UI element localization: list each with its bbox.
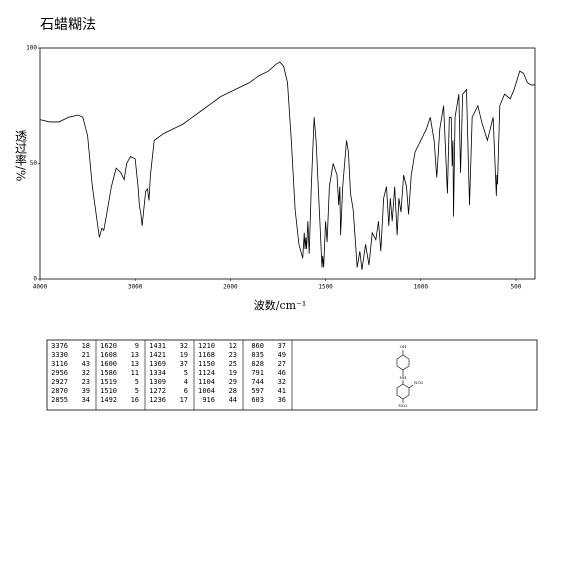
table-wavenumber: 1510 [100,387,117,395]
structure-label: NO2 [414,380,424,385]
x-tick-label: 500 [511,284,522,291]
table-transmittance: 21 [82,351,90,359]
table-transmittance: 34 [82,396,90,404]
table-wavenumber: 3116 [51,360,68,368]
table-wavenumber: 1586 [100,369,117,377]
table-wavenumber: 860 [251,342,264,350]
table-transmittance: 46 [278,369,286,377]
table-wavenumber: 1309 [149,378,166,386]
structure-label: NH [400,375,408,380]
table-wavenumber: 1421 [149,351,166,359]
table-transmittance: 5 [135,378,139,386]
table-transmittance: 5 [135,387,139,395]
table-wavenumber: 1369 [149,360,166,368]
table-transmittance: 13 [131,351,139,359]
table-wavenumber: 916 [202,396,215,404]
table-transmittance: 19 [229,369,237,377]
table-wavenumber: 3330 [51,351,68,359]
x-tick-label: 1500 [318,284,333,291]
table-transmittance: 44 [229,396,237,404]
table-wavenumber: 828 [251,360,264,368]
table-wavenumber: 3376 [51,342,68,350]
table-wavenumber: 1431 [149,342,166,350]
y-tick-label: 0 [33,276,37,283]
table-transmittance: 18 [82,342,90,350]
table-transmittance: 27 [278,360,286,368]
table-wavenumber: 2927 [51,378,68,386]
table-transmittance: 13 [131,360,139,368]
x-tick-label: 3000 [128,284,143,291]
table-transmittance: 6 [184,387,188,395]
table-transmittance: 37 [278,342,286,350]
structure-label: NO2 [398,403,408,408]
table-transmittance: 49 [278,351,286,359]
table-transmittance: 23 [82,378,90,386]
table-wavenumber: 1519 [100,378,117,386]
table-transmittance: 12 [229,342,237,350]
table-wavenumber: 1334 [149,369,166,377]
y-tick-label: 50 [30,160,38,167]
y-axis-label: 透过率/% [14,130,28,182]
x-tick-label: 1000 [414,284,429,291]
table-transmittance: 19 [180,351,188,359]
table-transmittance: 32 [82,369,90,377]
table-transmittance: 37 [180,360,188,368]
structure-drawing [396,350,414,403]
table-wavenumber: 597 [251,387,264,395]
table-wavenumber: 835 [251,351,264,359]
structure-label: OH [400,344,407,349]
table-wavenumber: 744 [251,378,264,386]
table-wavenumber: 791 [251,369,264,377]
table-transmittance: 32 [180,342,188,350]
table-transmittance: 5 [184,369,188,377]
y-tick-label: 100 [26,45,37,52]
table-wavenumber: 1168 [198,351,215,359]
table-transmittance: 23 [229,351,237,359]
chart-title: 石蜡糊法 [40,17,96,33]
table-wavenumber: 1064 [198,387,215,395]
table-dividers [95,340,293,410]
table-wavenumber: 1124 [198,369,215,377]
table-wavenumber: 1272 [149,387,166,395]
table-wavenumber: 2870 [51,387,68,395]
x-tick-label: 4000 [33,284,48,291]
table-wavenumber: 1492 [100,396,117,404]
table-transmittance: 39 [82,387,90,395]
table-transmittance: 43 [82,360,90,368]
table-wavenumber: 1620 [100,342,117,350]
table-wavenumber: 1150 [198,360,215,368]
table-transmittance: 25 [229,360,237,368]
table-transmittance: 36 [278,396,286,404]
table-wavenumber: 1210 [198,342,215,350]
table-transmittance: 32 [278,378,286,386]
table-transmittance: 29 [229,378,237,386]
table-wavenumber: 603 [251,396,264,404]
spectrum-line [39,61,535,270]
table-transmittance: 17 [180,396,188,404]
table-transmittance: 28 [229,387,237,395]
x-axis-label: 波数/cm⁻¹ [254,299,307,312]
table-wavenumber: 1236 [149,396,166,404]
table-transmittance: 9 [135,342,139,350]
table-transmittance: 41 [278,387,286,395]
table-wavenumber: 2956 [51,369,68,377]
table-transmittance: 16 [131,396,139,404]
table-wavenumber: 2855 [51,396,68,404]
table-transmittance: 11 [131,369,139,377]
table-transmittance: 4 [184,378,188,386]
table-wavenumber: 1600 [100,360,117,368]
x-tick-label: 2000 [223,284,238,291]
table-wavenumber: 1608 [100,351,117,359]
table-wavenumber: 1104 [198,378,215,386]
